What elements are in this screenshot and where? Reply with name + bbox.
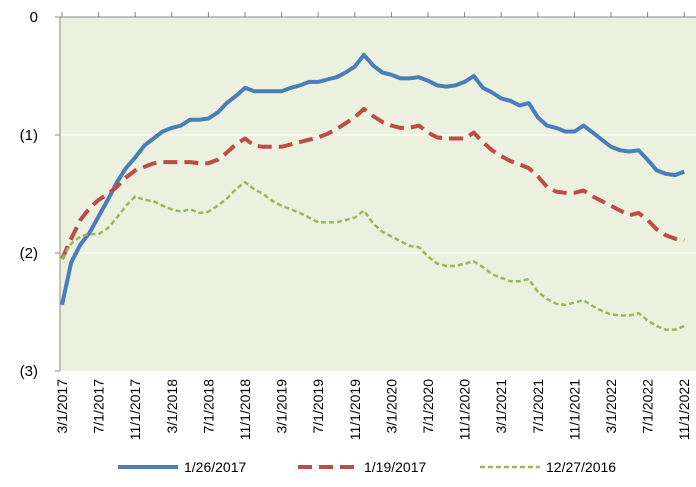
x-tick-label: 11/1/2022 (676, 379, 692, 440)
legend-label: 1/19/2017 (364, 459, 426, 475)
x-tick-label: 7/1/2020 (420, 379, 436, 434)
x-tick-label: 7/1/2018 (200, 379, 216, 434)
x-tick-label: 3/1/2019 (274, 379, 290, 434)
x-tick-label: 7/1/2021 (530, 379, 546, 434)
x-tick-label: 3/1/2018 (164, 379, 180, 434)
x-tick-label: 11/1/2019 (347, 379, 363, 440)
x-tick-label: 3/1/2017 (54, 379, 70, 434)
y-tick-label: 0 (30, 9, 38, 26)
y-tick-label: (2) (20, 245, 38, 262)
series-line (60, 180, 685, 331)
y-tick-label: (1) (20, 127, 38, 144)
x-tick-label: 3/1/2020 (383, 379, 399, 434)
x-tick-label: 7/1/2022 (640, 379, 656, 434)
x-tick-label: 7/1/2017 (91, 379, 107, 434)
x-tick-label: 11/1/2017 (127, 379, 143, 440)
legend-label: 1/26/2017 (184, 459, 246, 475)
x-tick-label: 11/1/2021 (566, 379, 582, 440)
x-tick-label: 11/1/2020 (457, 379, 473, 440)
x-tick-label: 3/1/2021 (493, 379, 509, 434)
plot-area (60, 17, 696, 371)
x-tick-label: 3/1/2022 (603, 379, 619, 434)
legend-label: 12/27/2016 (546, 459, 616, 475)
series-line (60, 52, 685, 306)
y-tick-label: (3) (20, 363, 38, 380)
x-tick-label: 11/1/2018 (237, 379, 253, 440)
x-tick-label: 7/1/2019 (310, 379, 326, 434)
series-line (60, 107, 685, 260)
